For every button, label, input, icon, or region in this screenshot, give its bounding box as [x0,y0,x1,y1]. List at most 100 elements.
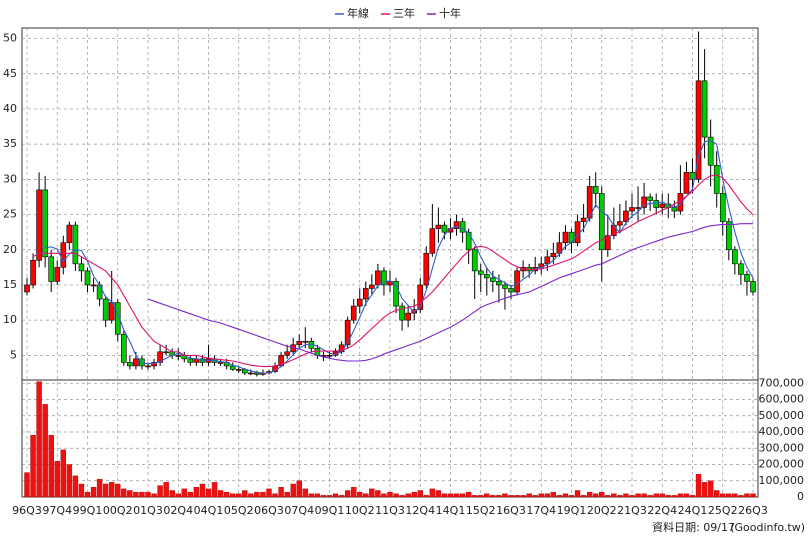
candle-body [356,298,363,307]
x-tick-label: 21Q3 [617,504,647,517]
volume-bar [72,475,79,498]
volume-bar [260,491,266,498]
y2-tick-label: 300,000 [759,441,805,454]
volume-bar [217,490,224,498]
volume-bar [187,491,194,498]
x-tick-label: 02Q4 [163,504,193,517]
volume-bar [599,491,605,498]
volume-bar [720,493,726,498]
volume-bar [611,493,617,498]
candle-body [369,284,375,289]
volume-bar [211,482,218,498]
candle-body [344,319,351,346]
x-tick-label: 97Q4 [42,504,72,517]
volume-bar [441,493,448,498]
volume-bar [236,493,242,498]
candle-body [296,340,303,346]
candle-body [284,351,290,356]
candle-body [732,249,738,265]
volume-bar [78,483,85,498]
volume-bar [641,493,647,498]
volume-bar [199,483,206,498]
volume-bar [254,491,260,498]
volume-bar [369,488,375,498]
candle-body [145,365,151,368]
ma-line [32,174,754,368]
volume-bar [707,480,714,498]
candle-body [459,221,466,233]
candle-body [102,298,109,321]
x-tick-label: 12Q4 [405,504,435,517]
volume-bar [36,381,42,498]
volume-bar [465,491,472,498]
volume-bar [478,495,484,498]
x-tick-label: 14Q1 [436,504,466,517]
candle-body [229,365,236,370]
candle-body [60,242,67,268]
volume-bar [181,488,188,498]
volume-bar [145,491,151,498]
x-tick-label: 99Q1 [73,504,103,517]
volume-bar [605,495,611,498]
volume-bar [266,488,272,498]
x-tick-label: 10Q2 [345,504,375,517]
candle-body [707,136,714,166]
y-tick-label: 15 [3,278,17,291]
volume-bar [701,482,708,498]
candle-body [375,270,381,286]
ma-line [45,140,754,374]
volume-bar [115,483,121,498]
x-tick-label: 07Q4 [284,504,314,517]
x-tick-label: 15Q2 [466,504,496,517]
y2-tick-label: 400,000 [759,425,805,438]
candle-body [399,305,405,321]
volume-bar [48,435,54,498]
candle-body [217,362,224,364]
candle-body [42,189,48,258]
volume-bar [665,495,671,498]
volume-bar [496,495,502,498]
legend-label: 三年 [393,6,415,20]
legend-label: 十年 [439,6,461,20]
volume-bar [659,493,665,498]
volume-bar [732,493,738,498]
candle-body [453,221,460,229]
volume-bar [127,490,133,498]
volume-bar [393,493,399,498]
candle-body [574,221,581,244]
volume-bar [242,490,248,498]
candle-body [496,281,502,286]
volume-bar [508,495,514,498]
volume-bar [532,495,538,498]
volume-bar [108,482,115,498]
volume-bar [580,495,587,498]
y-tick-label: 35 [3,137,17,150]
x-tick-label: 19Q1 [557,504,587,517]
volume-bar [502,493,508,498]
candle-body [362,288,369,300]
candle-body [175,355,182,357]
volume-bar [472,495,478,498]
candle-body [127,362,133,367]
volume-bar [90,487,97,498]
volume-bar [102,483,109,498]
volume-bar [726,493,732,498]
volume-bar [689,495,696,498]
volume-bar [381,493,387,498]
candle-body [72,224,79,265]
volume-bar [351,487,357,498]
volume-bar [175,493,181,498]
candle-body [629,207,635,212]
y-tick-label: 25 [3,208,17,221]
candle-body [750,281,756,293]
x-tick-label: 20Q2 [587,504,617,517]
volume-bar [229,493,236,498]
volume-bar [593,493,599,498]
candle-body [381,270,387,286]
candle-body [483,274,490,279]
volume-bar [205,488,212,498]
x-tick-label: 22Q4 [647,504,677,517]
x-tick-label: 04Q1 [194,504,224,517]
volume-bar [520,495,526,498]
candle-body [592,186,599,194]
